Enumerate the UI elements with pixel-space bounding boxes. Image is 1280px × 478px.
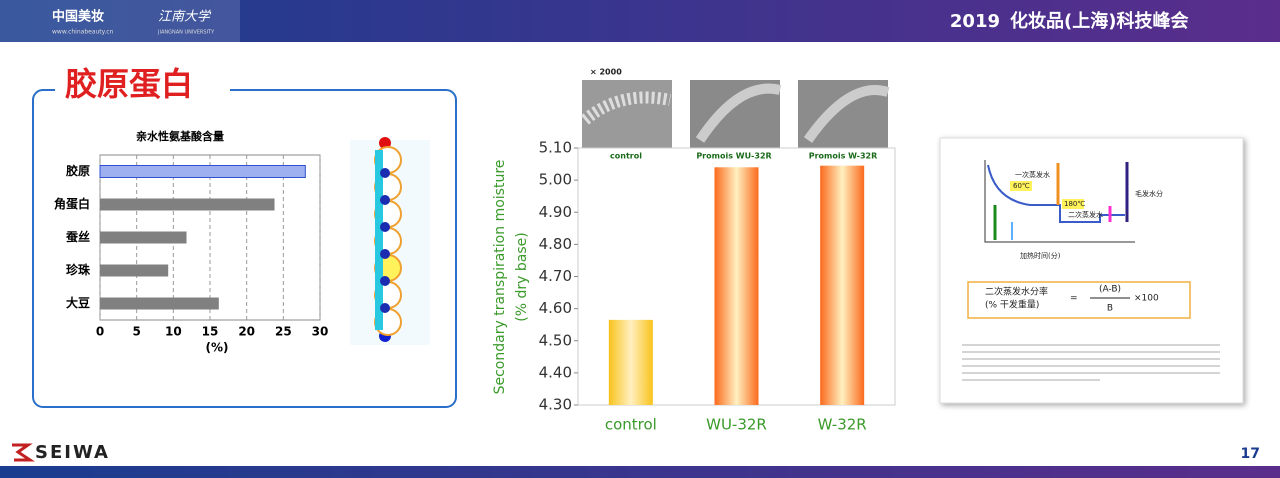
y-tick-label: 胶原 [66, 163, 90, 178]
diagram-label: 二次蒸发水 [1068, 210, 1103, 219]
y-tick-label: 角蛋白 [54, 196, 90, 211]
diagram-label: 一次蒸发水 [1015, 170, 1050, 179]
slide-title: 胶原蛋白 [65, 65, 193, 103]
bar [100, 198, 275, 211]
brand: 中国美妆 [52, 9, 104, 25]
bar [714, 167, 759, 405]
y-tick-label: 4.90 [539, 203, 572, 221]
y-axis-label: Secondary transpiration moisture [492, 160, 508, 395]
bar [100, 297, 219, 310]
formula-denominator: B [1107, 304, 1113, 314]
y-axis-label: (% dry base) [514, 232, 530, 321]
university-en: JIANGNAN UNIVERSITY [157, 30, 215, 36]
bar [100, 264, 169, 277]
image-caption: Promois W-32R [809, 152, 878, 161]
image-caption: × 2000 [590, 68, 622, 77]
diagram-label: 加热时间(分) [1020, 251, 1061, 260]
university: 江南大学 [158, 9, 212, 25]
label-bg [1010, 181, 1032, 191]
company-logo [12, 443, 35, 462]
y-tick-label: 4.60 [539, 299, 572, 317]
equals: = [1070, 294, 1078, 304]
formula-name: 二次蒸发水分率 [985, 286, 1048, 298]
diagram-graph [962, 160, 1220, 381]
bar [608, 319, 653, 405]
diagram-label: 180℃ [1064, 200, 1085, 208]
x-tick-label: 0 [96, 325, 104, 339]
diagram-label: 毛发水分 [1135, 189, 1163, 198]
y-tick-label: 4.40 [539, 363, 572, 381]
company: SEIWA [35, 442, 110, 463]
diagram-label: 60℃ [1013, 182, 1030, 190]
title-bg [55, 65, 230, 107]
y-tick-label: 4.30 [539, 396, 572, 414]
bar [99, 165, 306, 178]
image-caption: control [610, 152, 642, 161]
bar [100, 231, 187, 244]
x-tick-label: control [605, 416, 657, 434]
x-tick-label: 30 [312, 325, 329, 339]
formula-factor: ×100 [1134, 294, 1159, 304]
page-number: 17 [1241, 446, 1260, 462]
formula-unit: (% 干发重量) [985, 299, 1039, 311]
x-axis-label: (%) [206, 341, 229, 355]
logo-area [0, 0, 240, 42]
x-tick-label: 20 [238, 325, 255, 339]
y-tick-label: 4.80 [539, 235, 572, 253]
bar [820, 165, 865, 405]
sem-images [581, 80, 890, 148]
y-tick-label: 大豆 [66, 295, 90, 310]
x-tick-label: 25 [275, 325, 292, 339]
x-tick-label: 15 [202, 325, 219, 339]
y-tick-label: 5.00 [539, 171, 572, 189]
event: 化妆品(上海)科技峰会 [1010, 10, 1188, 32]
molecule-chain [350, 137, 430, 345]
x-tick-label: WU-32R [706, 416, 767, 434]
y-tick-label: 5.10 [539, 139, 572, 157]
x-tick-label: 10 [165, 325, 182, 339]
image-caption: Promois WU-32R [696, 152, 771, 161]
brand-url: www.chinabeauty.cn [52, 29, 114, 36]
x-tick-label: W-32R [818, 416, 867, 434]
panel [32, 89, 457, 408]
label-bg [1062, 199, 1084, 209]
x-tick-label: 5 [132, 325, 140, 339]
footer-bar [0, 466, 1280, 478]
y-tick-label: 珍珠 [66, 262, 91, 277]
formula-numerator: (A-B) [1099, 285, 1121, 295]
y-tick-label: 4.70 [539, 267, 572, 285]
header-bar [0, 0, 1280, 42]
y-tick-label: 蚕丝 [65, 229, 90, 244]
chart-title: 亲水性氨基酸含量 [136, 129, 224, 143]
year: 2019 [950, 11, 1000, 32]
y-tick-label: 4.50 [539, 331, 572, 349]
